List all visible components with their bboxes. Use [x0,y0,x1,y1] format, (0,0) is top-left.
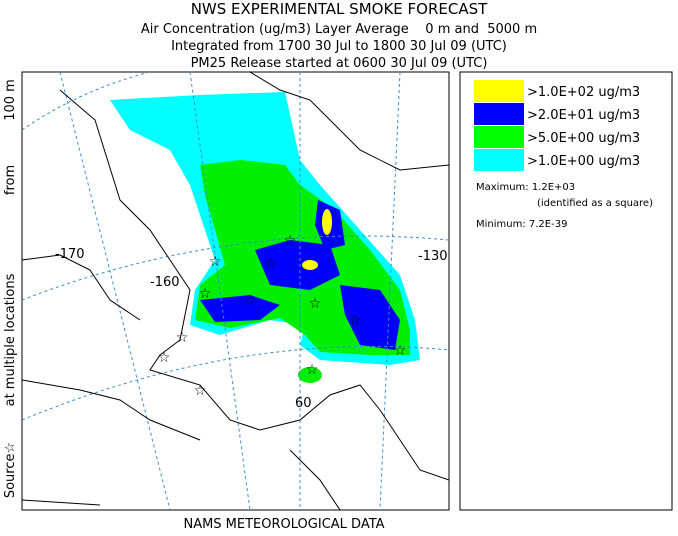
map-label: -130 [418,249,448,264]
maximum-note: (identified as a square) [537,198,653,209]
minimum: Minimum: 7.2E-39 [476,219,567,230]
plume-yellow [322,209,332,235]
svg-text:☆: ☆ [309,296,322,312]
plume-blue [255,240,340,290]
svg-text:☆: ☆ [209,254,222,270]
svg-text:☆: ☆ [306,362,319,378]
coastline [22,72,449,510]
legend-swatch [474,103,524,125]
map-label: 60 [295,396,312,411]
svg-text:☆: ☆ [194,383,207,399]
title: NWS EXPERIMENTAL SMOKE FORECAST [191,0,488,18]
svg-text:☆: ☆ [244,293,257,309]
svg-text:☆: ☆ [284,233,297,249]
legend-swatch [474,149,524,171]
maximum: Maximum: 1.2E+03 [476,182,575,193]
map: ☆ ☆ ☆ ☆ ☆ ☆ ☆ ☆ ☆ ☆ ☆ ☆ -170 -160 -130 60 [21,71,450,511]
side-part: Source☆ [3,442,18,498]
subtitle: PM25 Release started at 0600 30 Jul 09 (… [191,56,488,71]
side-part: from [3,165,18,195]
subtitle: Air Concentration (ug/m3) Layer Average … [141,22,537,37]
legend-label: >1.0E+00 ug/m3 [527,154,640,169]
side-part: at multiple locations [3,273,18,406]
side-label: Source☆ at multiple locations from 100 m [3,79,18,498]
legend-swatch [474,126,524,148]
map-label: -170 [55,247,85,262]
plume-yellow [302,260,318,270]
svg-text:☆: ☆ [158,350,171,366]
legend-label: >2.0E+01 ug/m3 [527,108,640,123]
footer: NAMS METEOROLOGICAL DATA [183,517,384,532]
subtitle: Integrated from 1700 30 Jul to 1800 30 J… [171,39,507,54]
plume-blue [200,295,280,322]
legend-label: >1.0E+02 ug/m3 [527,85,640,100]
graticule [22,72,449,510]
plume-blue [340,285,400,350]
legend-swatch [474,80,524,102]
plume-green [298,367,322,383]
svg-text:☆: ☆ [199,286,212,302]
map-label: -160 [150,275,180,290]
svg-text:☆: ☆ [176,330,189,346]
source-markers: ☆ ☆ ☆ ☆ ☆ ☆ ☆ ☆ ☆ ☆ ☆ ☆ [158,233,407,399]
legend-label: >5.0E+00 ug/m3 [527,131,640,146]
side-part: 100 m [3,79,18,121]
svg-text:☆: ☆ [349,313,362,329]
svg-text:☆: ☆ [264,256,277,272]
legend: Maximum: 1.2E+03 (identified as a square… [459,71,673,511]
svg-text:☆: ☆ [394,343,407,359]
